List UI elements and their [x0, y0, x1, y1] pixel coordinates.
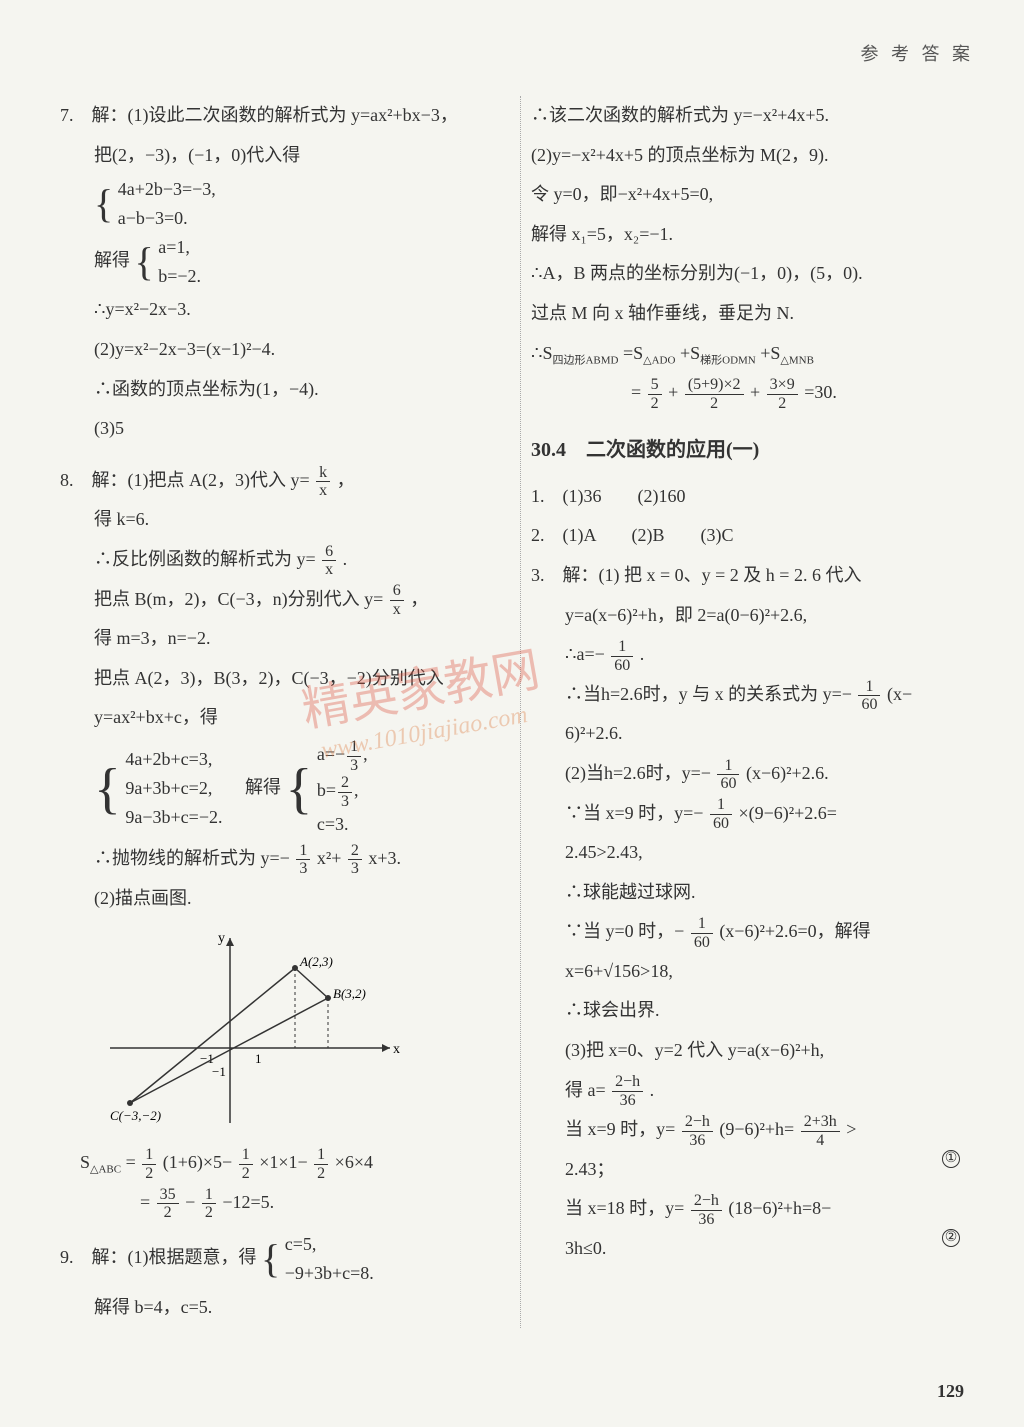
brace-icon: { [261, 1239, 280, 1279]
r-line: 过点 M 向 x 轴作垂线，垂足为 N. [531, 294, 960, 334]
p7-line: 把(2，−3)，(−1，0)代入得 [60, 136, 490, 176]
p8-line: 得 m=3，n=−2. [60, 619, 490, 659]
equation-system: { 4a+2b+c=3, 9a+3b+c=2, 9a−3b+c=−2. 解得 {… [60, 738, 490, 839]
q3-line: 3. 解：(1) 把 x = 0、y = 2 及 h = 2. 6 代入 [531, 556, 960, 596]
circled-number: ① [942, 1150, 960, 1168]
p7-line: (2)y=x²−2x−3=(x−1)²−4. [60, 330, 490, 370]
p8-line: 8. 解：(1)把点 A(2，3)代入 y= kx ， [60, 461, 490, 501]
eq: 9a−3b+c=−2. [125, 803, 222, 832]
q3-line: ∵当 x=9 时，y=− 160 ×(9−6)²+2.6= [531, 794, 960, 834]
r-line: 解得 x₁=5，x₂=−1. [531, 215, 960, 255]
q3-line: (2)当h=2.6时，y=− 160 (x−6)²+2.6. [531, 754, 960, 794]
p8-line: ∴反比例函数的解析式为 y= 6x . [60, 540, 490, 580]
q3-line: 2.43； ① [531, 1150, 960, 1190]
brace-icon: { [94, 184, 113, 224]
eq: a=−13, [317, 738, 368, 774]
q3-line: 2.45>2.43, [531, 833, 960, 873]
eq: c=3. [317, 810, 368, 839]
eq: a−b−3=0. [118, 204, 216, 233]
eq: a=1, [158, 233, 201, 262]
right-column: ∴该二次函数的解析式为 y=−x²+4x+5. (2)y=−x²+4x+5 的顶… [520, 96, 960, 1328]
area-calc: = 352 − 12 −12=5. [60, 1183, 490, 1223]
p7-line: ∴y=x²−2x−3. [60, 290, 490, 330]
q3-line: ∴当h=2.6时，y 与 x 的关系式为 y=− 160 (x− [531, 675, 960, 715]
x-axis-label: x [393, 1042, 400, 1057]
q3-line: ∴球能越过球网. [531, 873, 960, 913]
p8-line: 得 k=6. [60, 500, 490, 540]
q3-line: ∵当 y=0 时，− 160 (x−6)²+2.6=0，解得 [531, 912, 960, 952]
r-line: 令 y=0，即−x²+4x+5=0, [531, 175, 960, 215]
r-line: ∴该二次函数的解析式为 y=−x²+4x+5. [531, 96, 960, 136]
q3-line: y=a(x−6)²+h，即 2=a(0−6)²+2.6, [531, 596, 960, 636]
p9-line: 解得 b=4，c=5. [60, 1288, 490, 1328]
eq: c=5, [285, 1230, 374, 1259]
equation-system: { 4a+2b−3=−3, a−b−3=0. [60, 175, 490, 233]
p9-line: 9. 解：(1)根据题意，得 { c=5, −9+3b+c=8. [60, 1230, 490, 1288]
svg-text:−1: −1 [212, 1064, 226, 1079]
p8-line: y=ax²+bx+c，得 [60, 698, 490, 738]
r-line: ∴S四边形ABMD =S△ADO +S梯形ODMN +S△MNB [531, 334, 960, 374]
circled-number: ② [942, 1229, 960, 1247]
area-calc: S△ABC = 12 (1+6)×5− 12 ×1×1− 12 ×6×4 [60, 1143, 490, 1183]
left-column: 7. 解：(1)设此二次函数的解析式为 y=ax²+bx−3， 把(2，−3)，… [60, 96, 500, 1328]
p7-line: (3)5 [60, 409, 490, 449]
brace-icon: { [94, 761, 121, 817]
svg-text:A(2,3): A(2,3) [299, 954, 333, 969]
p8-line: 把点 A(2，3)，B(3，2)，C(−3，−2)分别代入 [60, 659, 490, 699]
q3-line: 当 x=18 时，y= 2−h36 (18−6)²+h=8− [531, 1189, 960, 1229]
eq: −9+3b+c=8. [285, 1259, 374, 1288]
svg-text:B(3,2): B(3,2) [333, 986, 366, 1001]
svg-text:C(−3,−2): C(−3,−2) [110, 1108, 161, 1123]
q3-line: 6)²+2.6. [531, 714, 960, 754]
q3-line: 得 a= 2−h36 . [531, 1071, 960, 1111]
brace-icon: { [285, 761, 312, 817]
p8-line: ∴抛物线的解析式为 y=− 13 x²+ 23 x+3. [60, 839, 490, 879]
p8-line: 把点 B(m，2)，C(−3，n)分别代入 y= 6x ， [60, 580, 490, 620]
svg-text:1: 1 [255, 1051, 262, 1066]
section-title: 30.4 二次函数的应用(一) [531, 433, 960, 462]
q3-line: x=6+√156>18, [531, 952, 960, 992]
p8-line: (2)描点画图. [60, 879, 490, 919]
q1: 1. (1)36 (2)160 [531, 477, 960, 517]
two-column-layout: 7. 解：(1)设此二次函数的解析式为 y=ax²+bx−3， 把(2，−3)，… [60, 96, 974, 1328]
page: 参 考 答 案 7. 解：(1)设此二次函数的解析式为 y=ax²+bx−3， … [0, 0, 1024, 1358]
q2: 2. (1)A (2)B (3)C [531, 516, 960, 556]
page-number: 129 [937, 1381, 964, 1402]
page-header: 参 考 答 案 [60, 40, 974, 66]
brace-icon: { [135, 242, 154, 282]
eq: b=−2. [158, 262, 201, 291]
q3-line: 当 x=9 时，y= 2−h36 (9−6)²+h= 2+3h4 > [531, 1110, 960, 1150]
q3-line: ∴a=− 160 . [531, 635, 960, 675]
q3-line: ∴球会出界. [531, 991, 960, 1031]
eq: 4a+2b+c=3, [125, 745, 222, 774]
r-line: = 52 + (5+9)×22 + 3×92 =30. [531, 373, 960, 413]
q3-line: 3h≤0. ② [531, 1229, 960, 1269]
solve-line: 解得 { a=1, b=−2. [60, 233, 490, 291]
eq: b=23, [317, 774, 368, 810]
p7-line: ∴函数的顶点坐标为(1，−4). [60, 370, 490, 410]
p7-line: 7. 解：(1)设此二次函数的解析式为 y=ax²+bx−3， [60, 96, 490, 136]
eq: 4a+2b−3=−3, [118, 175, 216, 204]
y-axis-label: y [218, 931, 225, 946]
eq: 9a+3b+c=2, [125, 774, 222, 803]
coordinate-graph: x y 1 −1 −1 A(2,3) B(3,2) C(−3,−2) [100, 928, 490, 1133]
r-line: ∴A，B 两点的坐标分别为(−1，0)，(5，0). [531, 254, 960, 294]
r-line: (2)y=−x²+4x+5 的顶点坐标为 M(2，9). [531, 136, 960, 176]
q3-line: (3)把 x=0、y=2 代入 y=a(x−6)²+h, [531, 1031, 960, 1071]
